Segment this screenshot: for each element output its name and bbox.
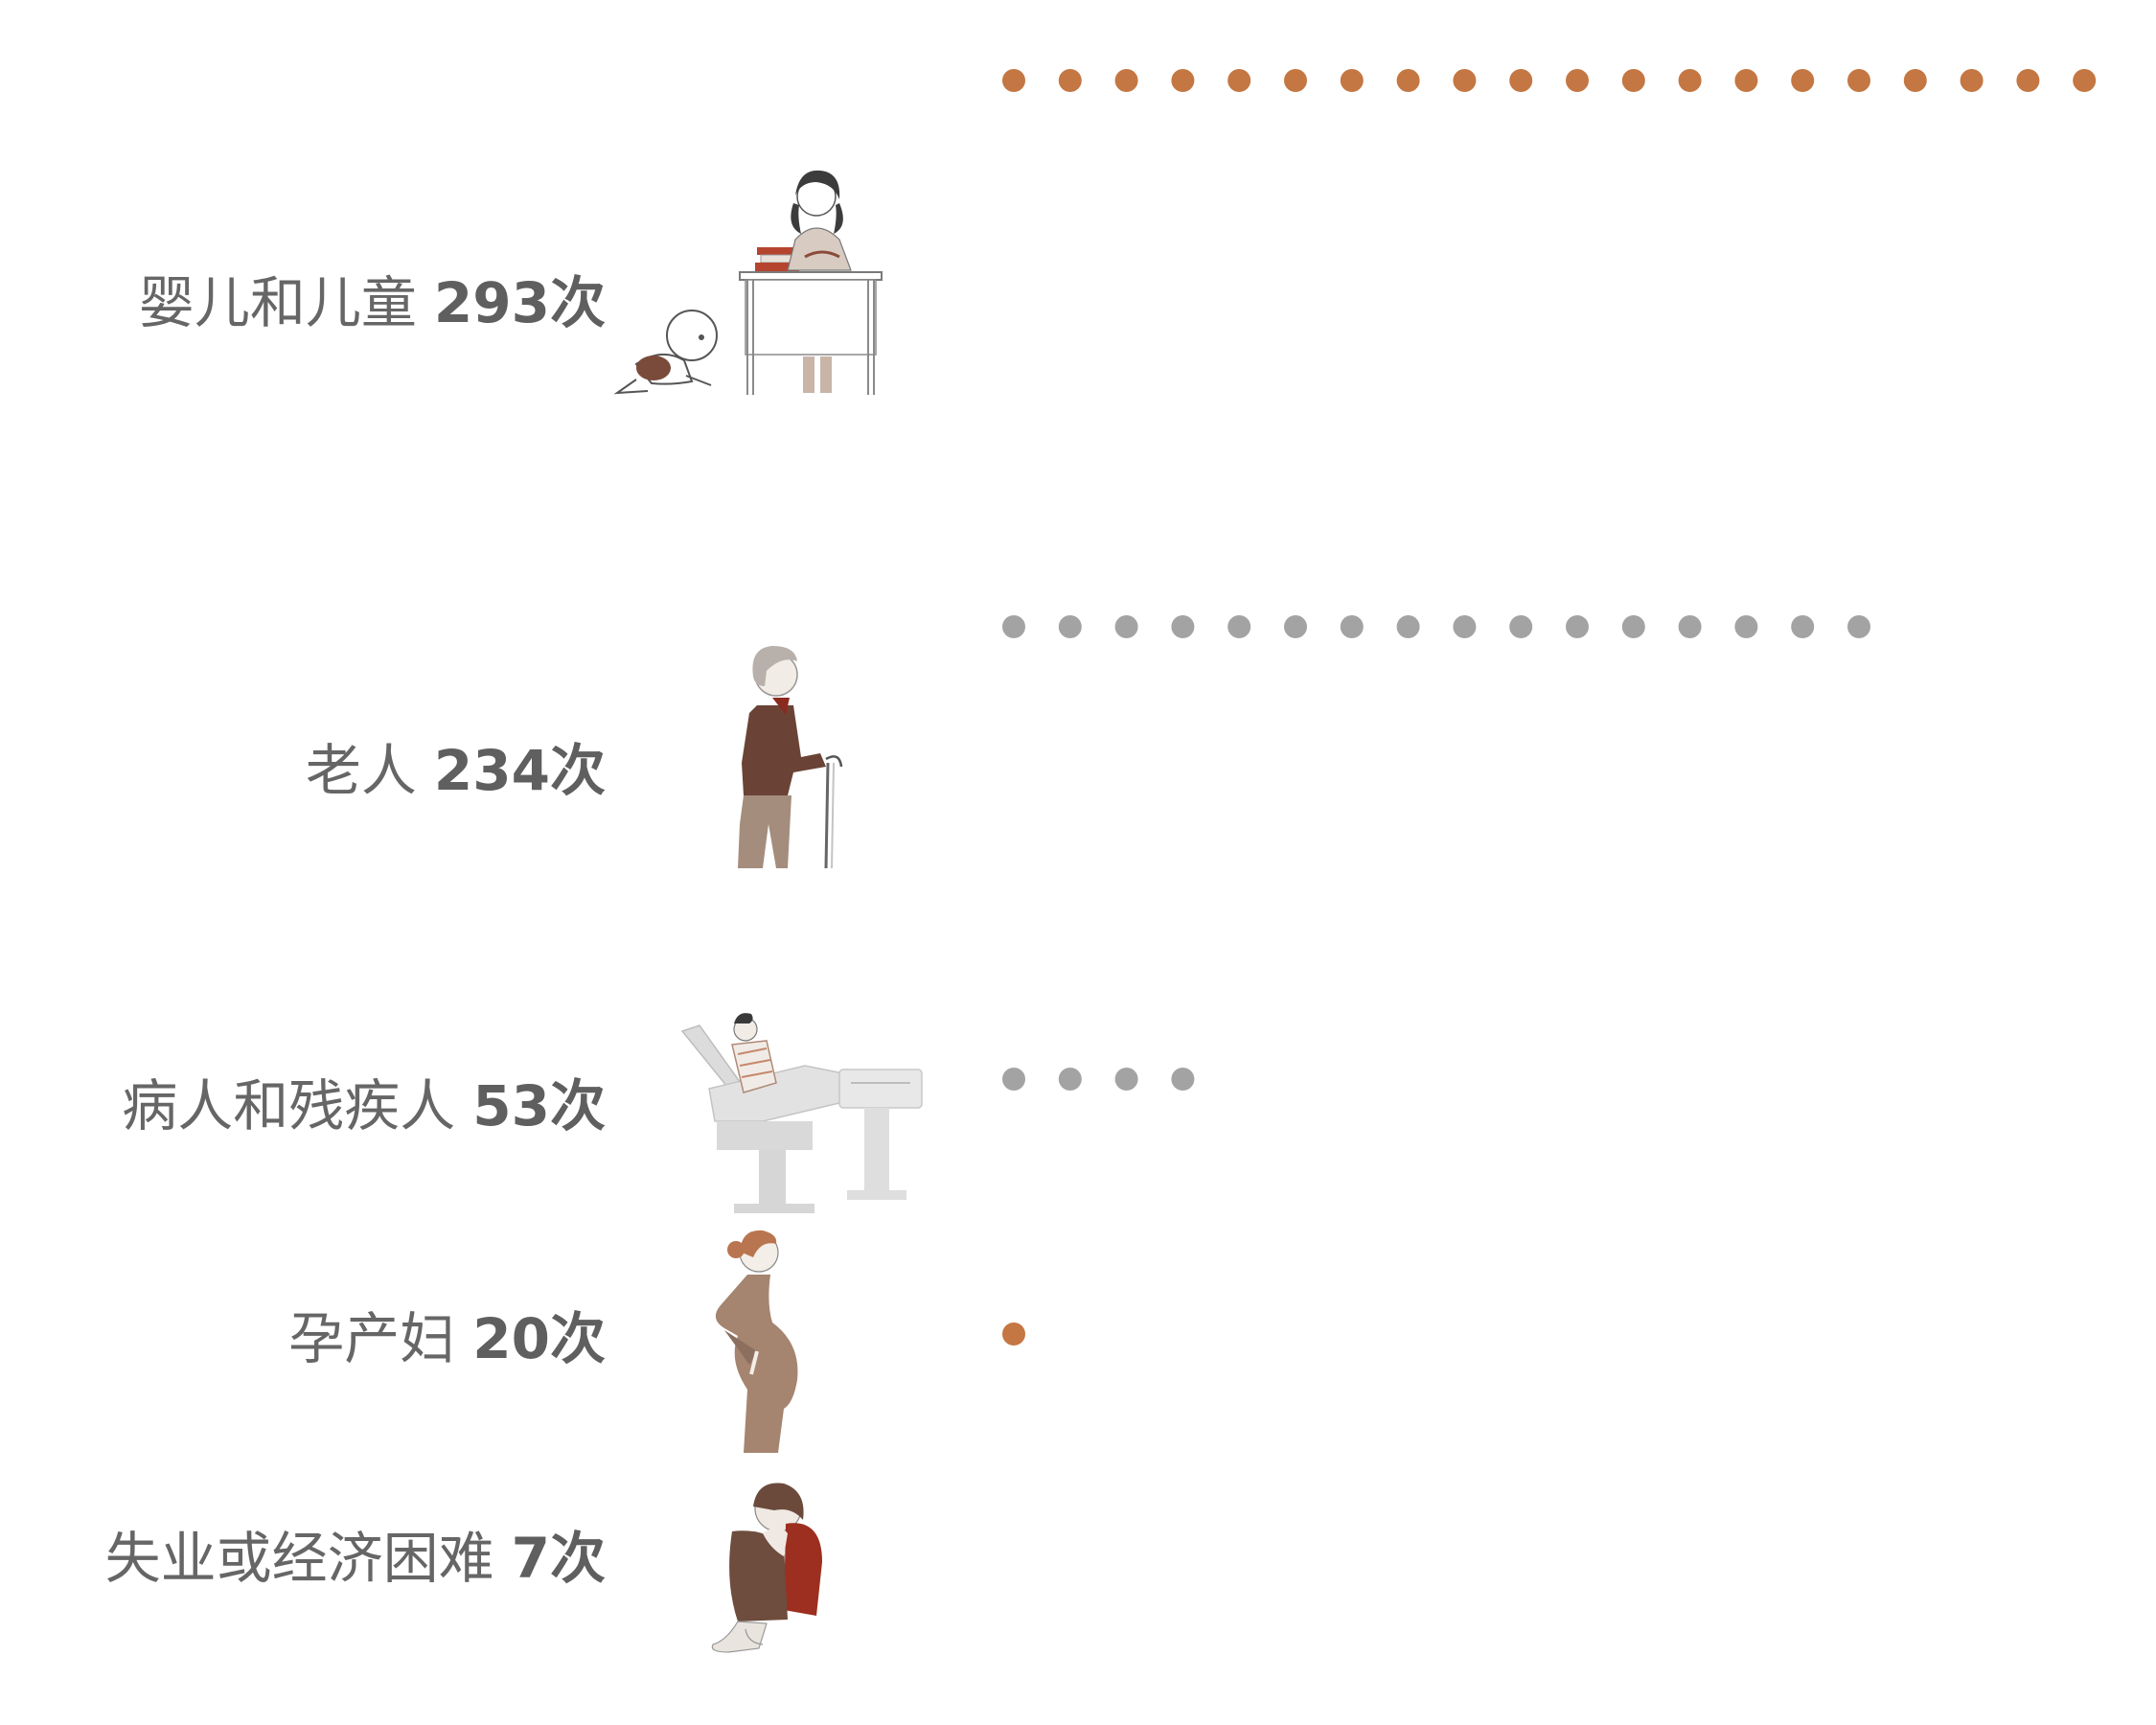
dot-mark xyxy=(1791,615,1815,638)
value-text: 234次 xyxy=(434,738,606,803)
value-text: 20次 xyxy=(472,1306,606,1371)
dot-mark xyxy=(1114,615,1138,638)
dot-mark xyxy=(1903,69,1927,92)
row-label-pregnant-women: 孕产妇 20次 xyxy=(288,1306,606,1371)
dot-mark xyxy=(1453,69,1477,92)
dot-mark xyxy=(1621,615,1645,638)
dot-mark xyxy=(1734,69,1758,92)
dot-mark xyxy=(1171,1068,1195,1091)
dot-mark xyxy=(2016,69,2040,92)
dot-mark xyxy=(1847,615,1870,638)
dot-mark xyxy=(1284,615,1307,638)
teacher-and-crawling-baby-icon xyxy=(613,170,883,395)
dot-mark xyxy=(1566,69,1589,92)
dot-mark xyxy=(1002,69,1025,92)
category-text: 婴儿和儿童 xyxy=(139,270,417,335)
dot-mark xyxy=(1509,69,1533,92)
dot-mark xyxy=(1396,615,1420,638)
dot-mark xyxy=(1227,69,1251,92)
dot-mark xyxy=(1734,615,1758,638)
dot-mark xyxy=(1396,69,1420,92)
dot-mark xyxy=(1621,69,1645,92)
dot-mark xyxy=(1114,69,1138,92)
dot-mark xyxy=(2073,69,2097,92)
dot-mark xyxy=(1114,1068,1138,1091)
dot-mark xyxy=(1058,69,1082,92)
category-text: 病人和残疾人 xyxy=(122,1073,455,1138)
dot-mark xyxy=(1847,69,1870,92)
dot-mark xyxy=(1960,69,1984,92)
row-label-unemployed: 失业或经济困难 7次 xyxy=(105,1526,606,1591)
dot-mark xyxy=(1678,615,1702,638)
dot-mark xyxy=(1002,615,1025,638)
dot-mark xyxy=(1227,615,1251,638)
dot-mark xyxy=(1171,615,1195,638)
dot-mark xyxy=(1678,69,1702,92)
category-text: 孕产妇 xyxy=(288,1306,455,1371)
pregnant-woman-icon xyxy=(715,1230,798,1453)
category-text: 老人 xyxy=(306,738,417,803)
distressed-person-sitting-icon xyxy=(711,1483,822,1653)
row-label-elderly: 老人 234次 xyxy=(306,738,606,803)
dot-mark xyxy=(1058,615,1082,638)
dot-mark xyxy=(1566,615,1589,638)
dot-mark xyxy=(1509,615,1533,638)
value-text: 7次 xyxy=(512,1526,606,1591)
dot-mark xyxy=(1002,1322,1025,1346)
dot-mark xyxy=(1340,615,1364,638)
dot-marks xyxy=(1002,69,2097,1346)
dot-mark xyxy=(1284,69,1307,92)
dot-mark xyxy=(1340,69,1364,92)
row-label-patients-disabled: 病人和残疾人 53次 xyxy=(122,1073,606,1138)
category-text: 失业或经济困难 xyxy=(105,1526,494,1591)
value-text: 293次 xyxy=(434,270,606,335)
row-label-infants-children: 婴儿和儿童 293次 xyxy=(139,270,606,335)
dot-mark xyxy=(1058,1068,1082,1091)
dot-mark xyxy=(1453,615,1477,638)
value-text: 53次 xyxy=(472,1073,606,1138)
dot-mark xyxy=(1002,1068,1025,1091)
patient-in-medical-chair-icon xyxy=(680,1013,923,1213)
dot-mark xyxy=(1791,69,1815,92)
elderly-man-with-cane-icon xyxy=(738,646,843,869)
dot-mark xyxy=(1171,69,1195,92)
